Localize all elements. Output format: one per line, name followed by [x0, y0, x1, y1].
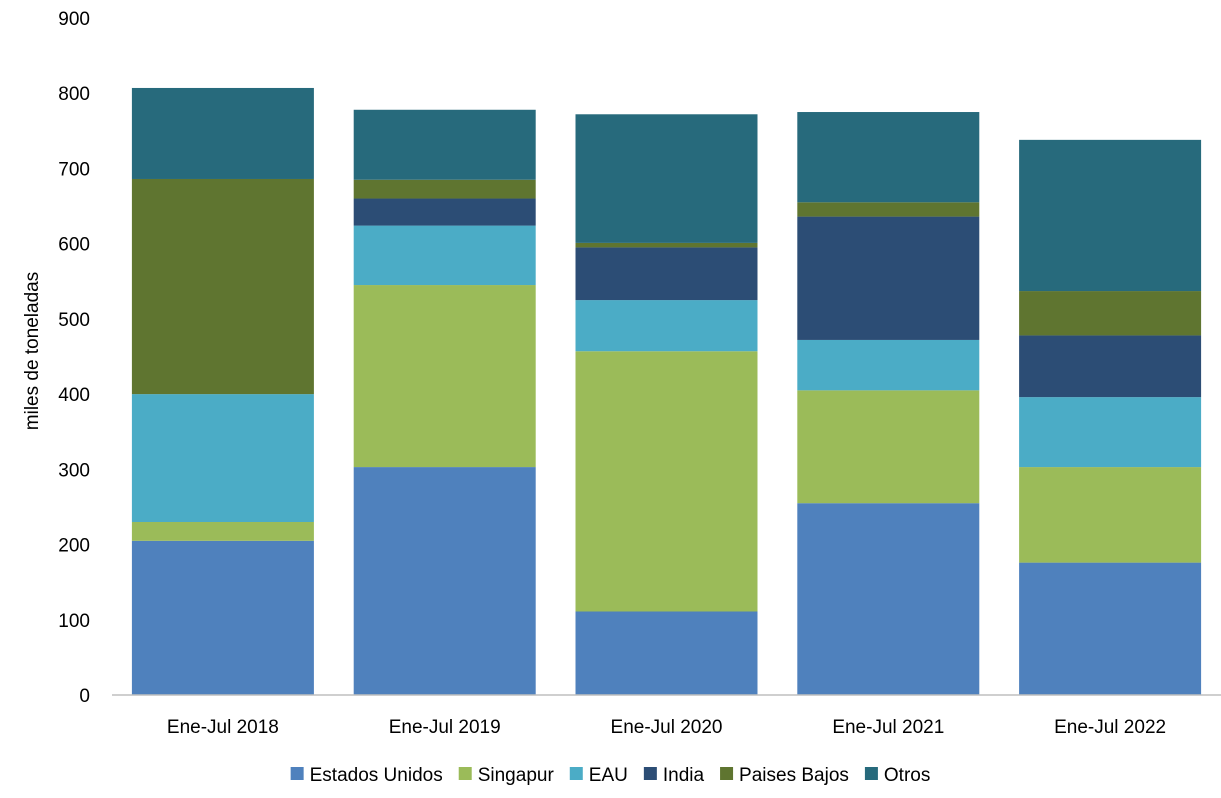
bar-segment-paises-bajos-2	[353, 179, 536, 199]
legend-item-paises-bajos: Paises Bajos	[720, 765, 849, 786]
legend-item-india: India	[643, 765, 705, 786]
legend-swatch	[458, 767, 472, 780]
y-tick-label: 800	[58, 84, 90, 105]
legend-swatch	[569, 767, 583, 780]
bar-segment-eau-4	[797, 339, 980, 391]
y-tick-label: 100	[58, 611, 90, 632]
legend-label: EAU	[589, 765, 628, 786]
bar-segment-otros-3	[575, 114, 758, 243]
bar-segment-eau-5	[1019, 397, 1202, 468]
legend-swatch	[643, 767, 657, 780]
x-tick-label: Ene-Jul 2022	[1054, 717, 1166, 738]
x-tick-label: Ene-Jul 2020	[611, 717, 723, 738]
bar-segment-india-2	[353, 198, 536, 226]
axes: Ene-Jul 2018 Ene-Jul 2019 Ene-Jul 2020 Ene-…	[58, 9, 1221, 738]
legend-item-otros: Otros	[864, 765, 930, 786]
legend-swatch	[720, 767, 734, 780]
legend-item-singapur: Singapur	[458, 765, 555, 786]
legend-label: Paises Bajos	[739, 765, 849, 786]
bar-segment-otros-5	[1019, 139, 1202, 292]
y-tick-label: 400	[58, 385, 90, 406]
x-tick-label: Ene-Jul 2019	[389, 717, 501, 738]
bar-segment-otros-2	[353, 109, 536, 180]
plot-area	[131, 87, 1202, 695]
bar-segment-singapur-4	[797, 390, 980, 504]
bar-segment-singapur-2	[353, 285, 536, 468]
bar-segment-estados-unidos-4	[797, 503, 980, 695]
y-tick-label: 600	[58, 235, 90, 256]
legend-item-estados-unidos: Estados Unidos	[290, 765, 443, 786]
bar-segment-paises-bajos-5	[1019, 291, 1202, 336]
y-tick-label: 500	[58, 310, 90, 331]
bar-segment-paises-bajos-1	[131, 178, 314, 395]
bar-segment-india-5	[1019, 335, 1202, 398]
bar-segment-estados-unidos-1	[131, 540, 314, 695]
bar-segment-india-4	[797, 216, 980, 340]
y-tick-label: 700	[58, 159, 90, 180]
bar-segment-singapur-1	[131, 521, 314, 541]
legend-label: Singapur	[478, 765, 555, 786]
bar-segment-otros-4	[797, 112, 980, 203]
bar-segment-paises-bajos-3	[575, 242, 758, 248]
y-tick-label: 300	[58, 460, 90, 481]
bar-segment-paises-bajos-4	[797, 202, 980, 217]
bar-segment-eau-2	[353, 225, 536, 286]
y-tick-label: 200	[58, 536, 90, 557]
x-tick-label: Ene-Jul 2018	[167, 717, 279, 738]
y-tick-label: 0	[79, 686, 90, 707]
y-axis-title: miles de toneladas	[22, 272, 43, 430]
bar-segment-estados-unidos-2	[353, 467, 536, 695]
bar-segment-eau-3	[575, 300, 758, 352]
bar-segment-india-3	[575, 247, 758, 301]
bar-segment-singapur-3	[575, 351, 758, 612]
bar-segment-eau-1	[131, 394, 314, 522]
bar-segment-singapur-5	[1019, 467, 1202, 563]
legend-label: Estados Unidos	[310, 765, 443, 786]
legend-swatch	[864, 767, 878, 780]
legend-label: India	[663, 765, 705, 786]
bar-segment-estados-unidos-5	[1019, 562, 1202, 695]
legend: Estados Unidos Singapur EAU India Paises Baj…	[290, 765, 930, 786]
legend-item-eau: EAU	[569, 765, 628, 786]
legend-label: Otros	[884, 765, 930, 786]
x-tick-label: Ene-Jul 2021	[832, 717, 944, 738]
bar-segment-estados-unidos-3	[575, 611, 758, 695]
y-tick-label: 900	[58, 9, 90, 30]
legend-swatch	[290, 767, 304, 780]
bar-segment-otros-1	[131, 87, 314, 179]
